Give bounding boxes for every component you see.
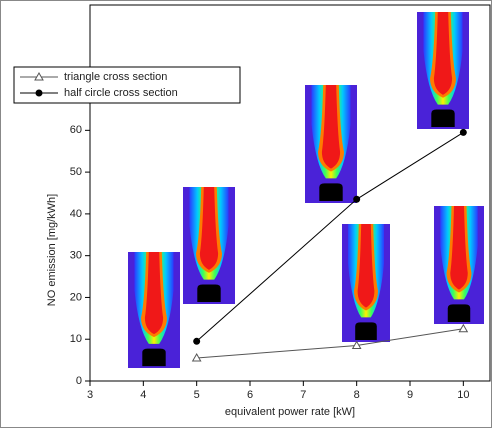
x-tick-label: 4 xyxy=(140,389,146,401)
y-tick-label: 20 xyxy=(70,291,82,303)
y-tick-label: 30 xyxy=(70,250,82,262)
x-axis-label: equivalent power rate [kW] xyxy=(225,406,355,418)
data-point xyxy=(458,323,469,333)
x-tick-label: 3 xyxy=(87,389,93,401)
x-tick-label: 8 xyxy=(354,389,360,401)
data-point xyxy=(193,337,201,345)
legend-box xyxy=(13,66,241,104)
x-tick-label: 9 xyxy=(407,389,413,401)
y-tick-label: 40 xyxy=(70,208,82,220)
y-tick-label: 50 xyxy=(70,166,82,178)
y-tick-label: 10 xyxy=(70,333,82,345)
y-tick-label: 60 xyxy=(70,124,82,136)
x-tick-label: 6 xyxy=(247,389,253,401)
data-point xyxy=(191,353,202,362)
plot-frame xyxy=(89,4,491,382)
data-point xyxy=(351,340,362,349)
legend-label: triangle cross section xyxy=(64,71,167,83)
x-tick-label: 7 xyxy=(300,389,306,401)
legend-marker xyxy=(34,71,44,81)
y-tick-label: 0 xyxy=(76,375,82,387)
y-axis-label: NO emission [mg/kWh] xyxy=(46,194,58,306)
data-point xyxy=(353,195,361,203)
data-point xyxy=(459,128,467,136)
x-tick-label: 5 xyxy=(194,389,200,401)
x-tick-label: 10 xyxy=(457,389,469,401)
legend-label: half circle cross section xyxy=(64,87,178,99)
legend-marker xyxy=(35,89,43,97)
